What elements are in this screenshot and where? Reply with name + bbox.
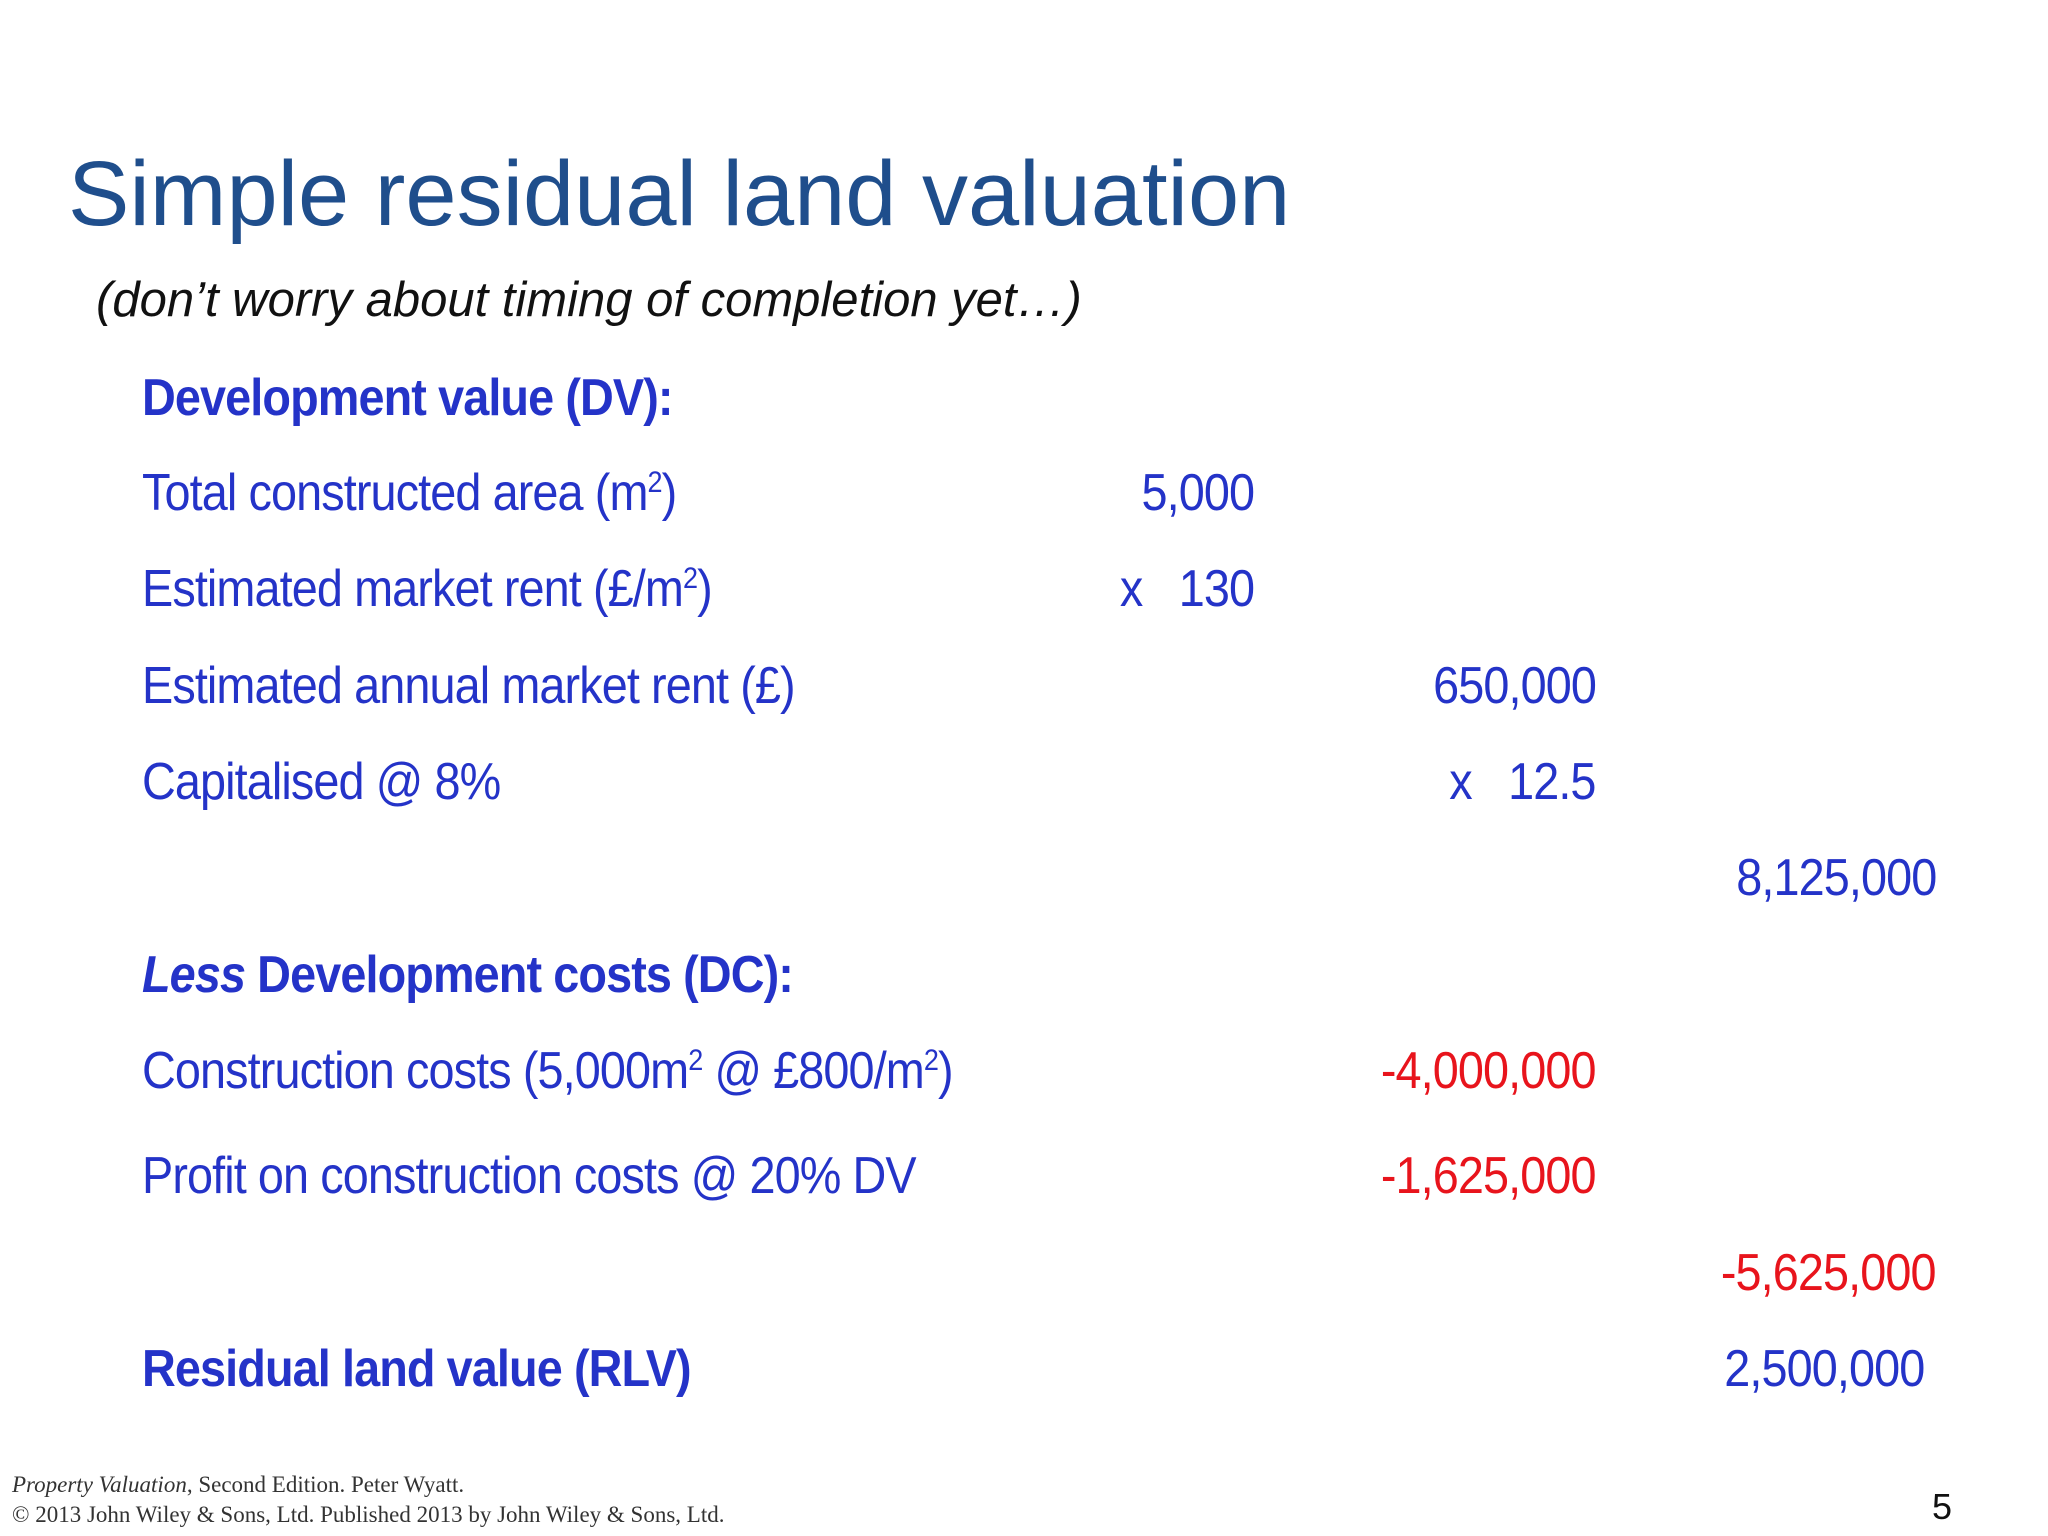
dc-heading: Less Development costs (DC): — [142, 946, 794, 1004]
annual-rent-label: Estimated annual market rent (£) — [142, 657, 796, 715]
footer-line-1: Property Valuation, Second Edition. Pete… — [12, 1472, 465, 1497]
capitalised-label: Capitalised @ 8% — [142, 753, 501, 811]
annual-rent-value: 650,000 — [1433, 657, 1597, 715]
total-area-label: Total constructed area (m2) — [142, 464, 677, 522]
dc-total-row: -5,625,000 — [0, 1238, 2048, 1308]
market-rent-label: Estimated market rent (£/m2) — [142, 560, 713, 618]
footer-credit: Property Valuation, Second Edition. Pete… — [12, 1470, 724, 1530]
slide-subtitle: (don’t worry about timing of completion … — [96, 273, 1082, 327]
profit-value: -1,625,000 — [1381, 1147, 1597, 1205]
book-title: Property Valuation — [12, 1472, 187, 1497]
profit-row: Profit on construction costs @ 20% DV -1… — [0, 1141, 2048, 1211]
dv-total-row: 8,125,000 — [0, 843, 2048, 913]
dv-heading-row: Development value (DV): — [0, 363, 2048, 433]
total-area-value: 5,000 — [1141, 464, 1255, 522]
construction-costs-value: -4,000,000 — [1381, 1042, 1597, 1100]
market-rent-value: x 130 — [1119, 560, 1255, 618]
annual-rent-row: Estimated annual market rent (£) 650,000 — [0, 651, 2048, 721]
profit-label: Profit on construction costs @ 20% DV — [142, 1147, 917, 1205]
dc-heading-row: Less Development costs (DC): — [0, 940, 2048, 1010]
rlv-row: Residual land value (RLV) 2,500,000 — [0, 1334, 2048, 1404]
capitalised-row: Capitalised @ 8% x 12.5 — [0, 747, 2048, 817]
total-area-row: Total constructed area (m2) 5,000 — [0, 458, 2048, 528]
construction-costs-row: Construction costs (5,000m2 @ £800/m2) -… — [0, 1036, 2048, 1106]
dc-total-value: -5,625,000 — [1721, 1244, 1937, 1302]
dv-total-value: 8,125,000 — [1735, 849, 1937, 907]
dv-heading: Development value (DV): — [142, 369, 674, 427]
slide-title: Simple residual land valuation — [68, 143, 1291, 245]
construction-costs-label: Construction costs (5,000m2 @ £800/m2) — [142, 1042, 954, 1100]
market-rent-row: Estimated market rent (£/m2) x 130 — [0, 554, 2048, 624]
rlv-value: 2,500,000 — [1723, 1340, 1925, 1398]
footer-line-2: © 2013 John Wiley & Sons, Ltd. Published… — [12, 1502, 725, 1527]
capitalised-value: x 12.5 — [1449, 753, 1597, 811]
rlv-label: Residual land value (RLV) — [142, 1340, 692, 1398]
page-number: 5 — [1931, 1486, 1952, 1527]
